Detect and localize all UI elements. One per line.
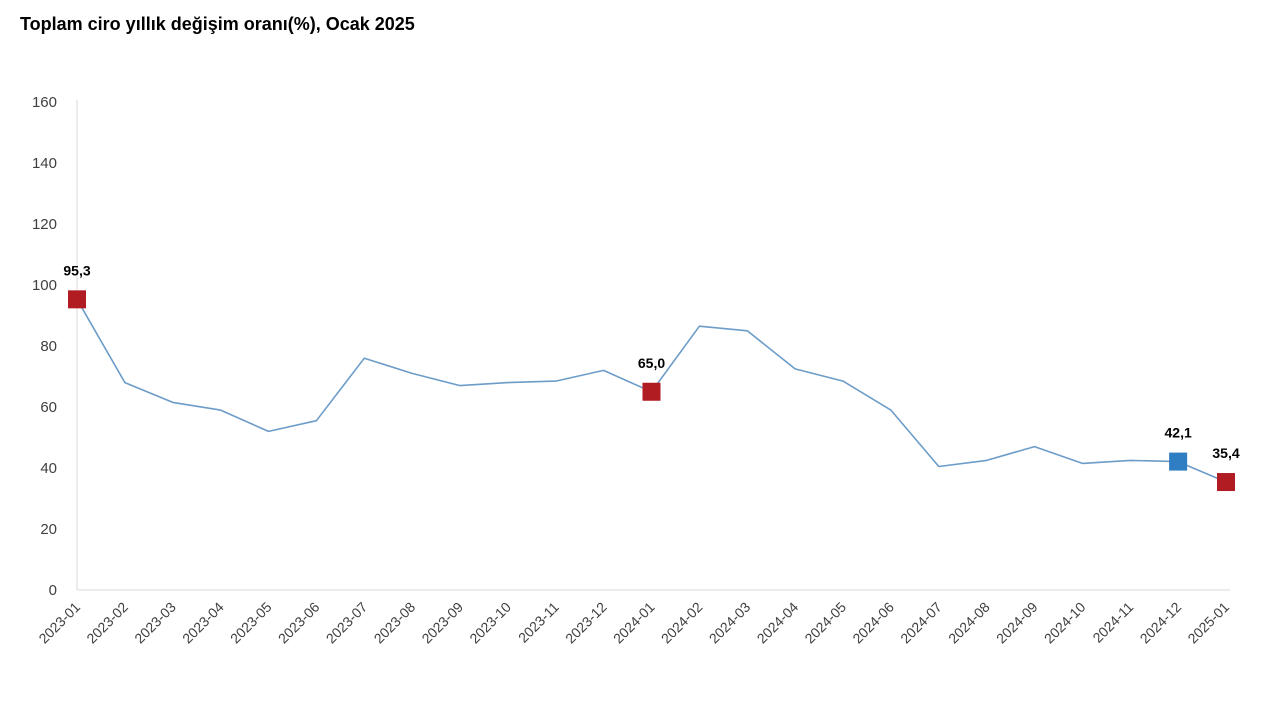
- x-tick-label: 2023-10: [466, 599, 514, 647]
- y-tick-label: 160: [32, 94, 57, 111]
- highlight-marker: [1169, 452, 1188, 471]
- x-tick-label: 2023-04: [179, 599, 227, 647]
- highlight-marker: [1217, 473, 1235, 492]
- data-label: 35,4: [1212, 445, 1239, 461]
- x-tick-label: 2024-03: [706, 599, 754, 647]
- x-tick-label: 2024-08: [945, 599, 993, 647]
- y-tick-label: 0: [49, 582, 57, 599]
- x-tick-label: 2023-02: [83, 599, 131, 647]
- data-label: 65,0: [638, 355, 665, 371]
- x-tick-label: 2024-01: [610, 599, 658, 647]
- y-tick-label: 40: [40, 460, 57, 477]
- y-tick-label: 120: [32, 216, 57, 233]
- x-tick-label: 2024-02: [658, 599, 706, 647]
- data-labels: 95,3 65,0 42,1 35,4: [63, 262, 1239, 461]
- x-tick-label: 2023-11: [515, 599, 562, 646]
- x-axis: 2023-01 2023-02 2023-03 2023-04 2023-05 2023-…: [35, 589, 1232, 647]
- highlight-marker: [68, 290, 86, 309]
- x-tick-label: 2023-06: [275, 599, 323, 647]
- y-tick-label: 140: [32, 155, 57, 172]
- x-tick-label: 2024-10: [1041, 599, 1089, 647]
- x-tick-label: 2024-07: [897, 599, 945, 647]
- y-axis: 0 20 40 60 80 100 120 140 160: [32, 94, 78, 599]
- x-tick-label: 2024-11: [1089, 599, 1136, 646]
- highlight-markers: [68, 290, 1235, 492]
- y-tick-label: 80: [40, 338, 57, 355]
- x-tick-label: 2024-04: [754, 599, 802, 647]
- x-tick-label: 2023-08: [371, 599, 419, 647]
- chart-title: Toplam ciro yıllık değişim oranı(%), Oca…: [20, 14, 415, 34]
- x-tick-label: 2025-01: [1184, 599, 1232, 647]
- y-tick-label: 60: [40, 399, 57, 416]
- x-tick-label: 2023-05: [227, 599, 275, 647]
- x-tick-label: 2024-12: [1137, 599, 1185, 647]
- x-tick-label: 2023-09: [418, 599, 466, 647]
- x-tick-label: 2023-12: [562, 599, 610, 647]
- y-tick-label: 20: [40, 521, 57, 538]
- x-tick-label: 2023-03: [131, 599, 179, 647]
- x-tick-label: 2024-06: [849, 599, 897, 647]
- data-label: 42,1: [1165, 425, 1192, 441]
- x-tick-label: 2024-09: [993, 599, 1041, 647]
- highlight-marker: [642, 382, 661, 401]
- y-tick-label: 100: [32, 277, 57, 294]
- x-tick-label: 2023-07: [323, 599, 371, 647]
- data-label: 95,3: [63, 262, 90, 278]
- x-tick-label: 2023-01: [35, 599, 83, 647]
- x-tick-label: 2024-05: [801, 599, 849, 647]
